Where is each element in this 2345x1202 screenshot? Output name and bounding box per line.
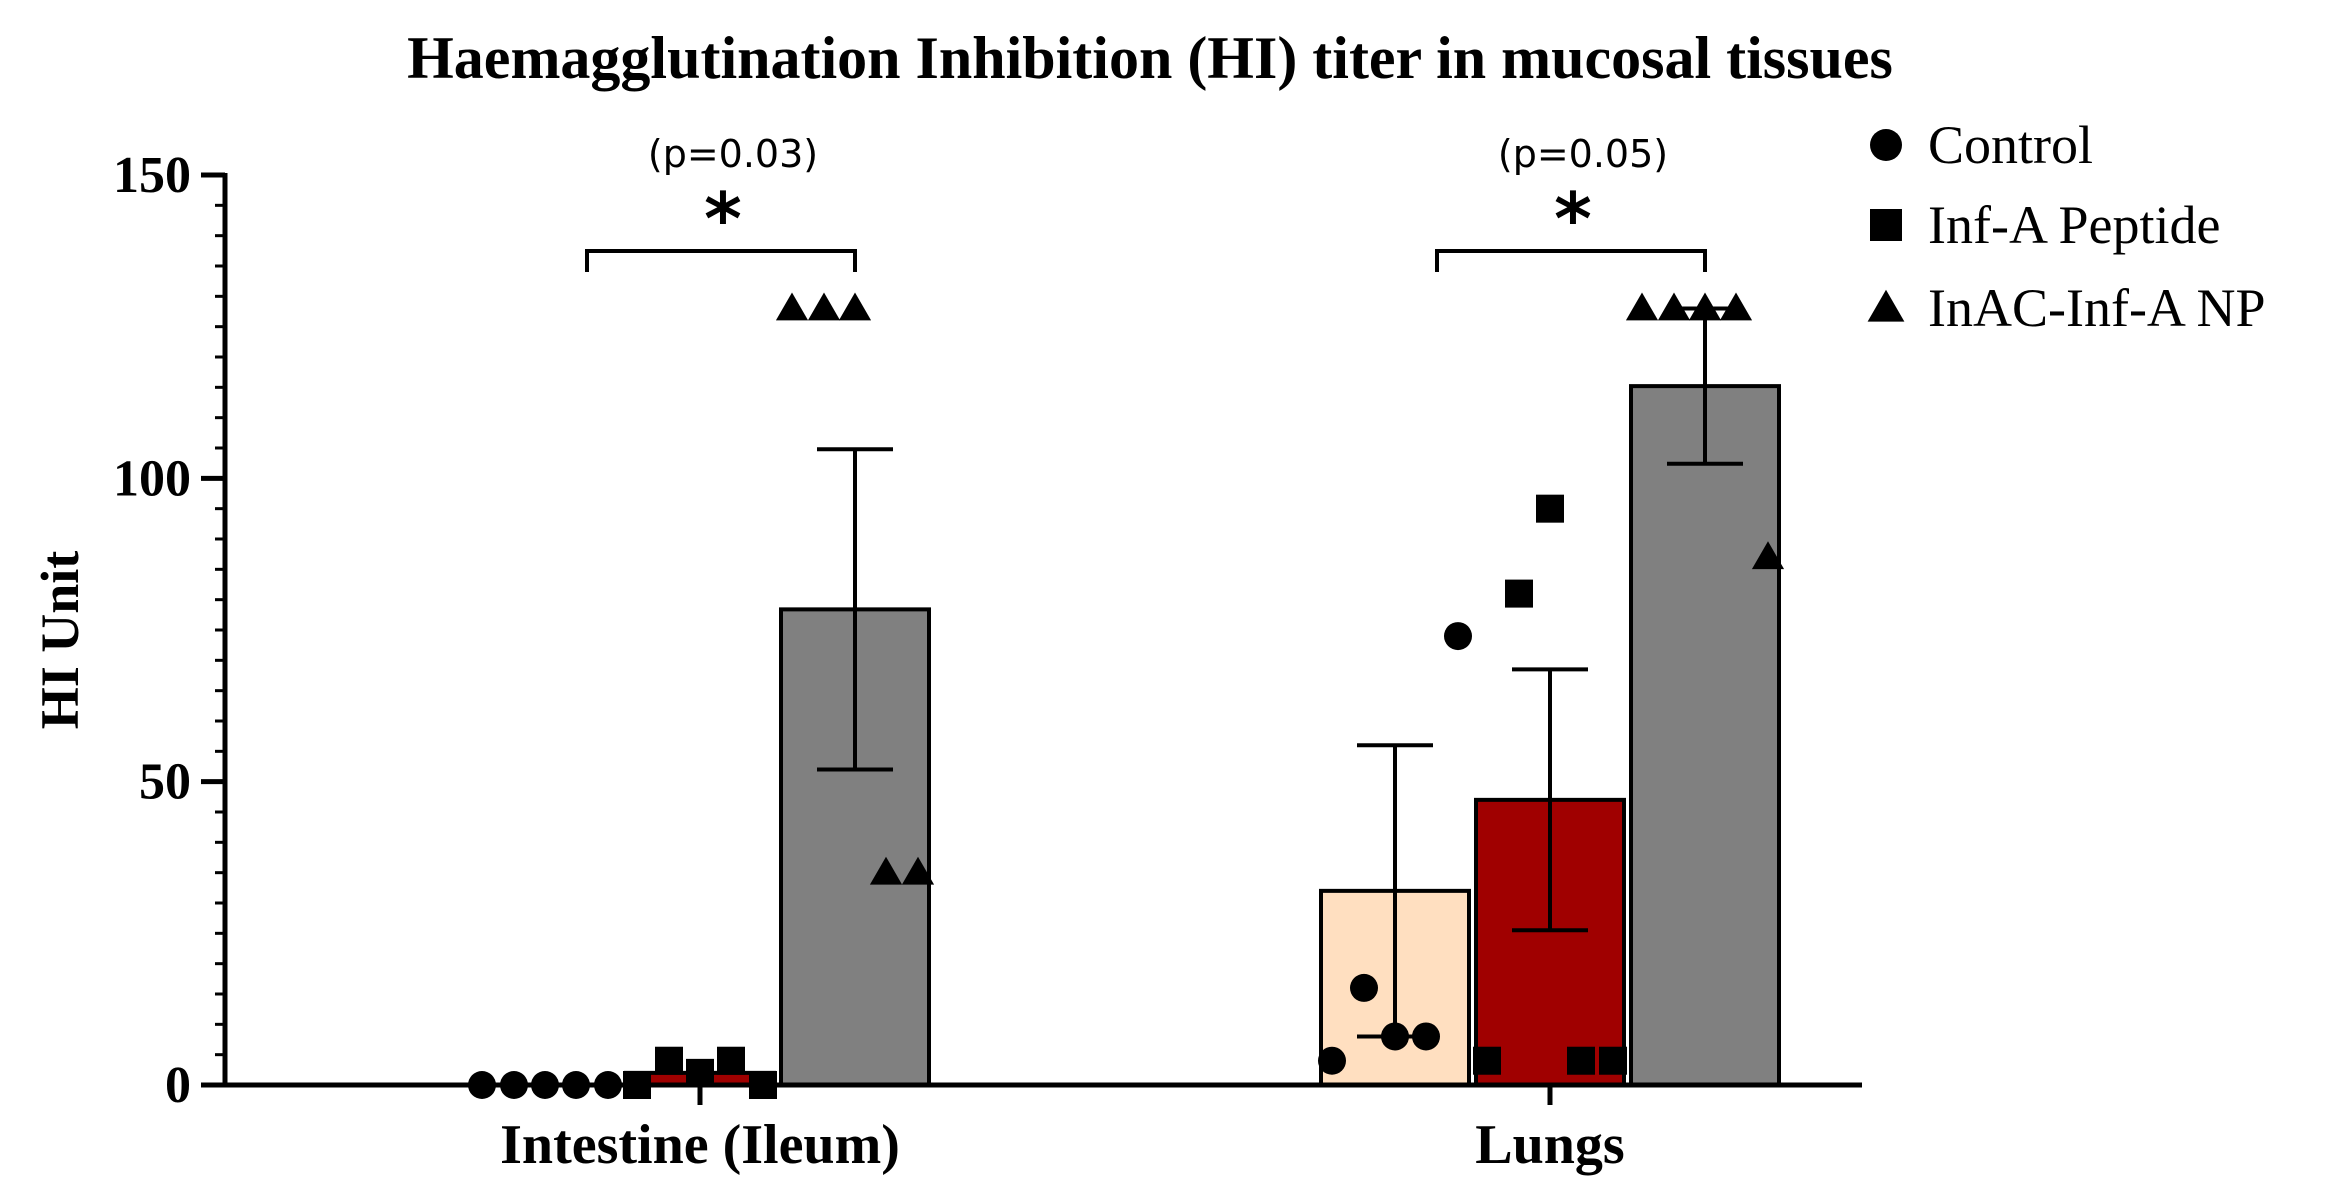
y-tick-label: 150 bbox=[113, 147, 191, 204]
data-point bbox=[1751, 541, 1785, 570]
significance-star: * bbox=[704, 177, 742, 261]
x-category-label: Lungs bbox=[1475, 1114, 1624, 1176]
legend-marker-triangle bbox=[1867, 289, 1905, 322]
data-point bbox=[901, 856, 935, 885]
significance-bracket bbox=[1435, 249, 1707, 272]
legend: Control Inf-A Peptide InAC-Inf-A NP bbox=[1867, 115, 2265, 338]
data-point bbox=[1350, 973, 1378, 1002]
y-axis-label: HI Unit bbox=[30, 551, 90, 730]
legend-entry-label: Inf-A Peptide bbox=[1928, 195, 2220, 255]
data-point bbox=[717, 1046, 745, 1075]
legend-marker-circle bbox=[1870, 129, 1902, 161]
data-point bbox=[655, 1046, 683, 1075]
data-point bbox=[775, 292, 809, 321]
y-tick-label: 100 bbox=[113, 450, 191, 507]
x-category-label: Intestine (Ileum) bbox=[500, 1114, 900, 1176]
significance-star: * bbox=[1554, 177, 1592, 261]
data-point bbox=[1473, 1046, 1501, 1075]
y-tick-label: 0 bbox=[165, 1057, 191, 1114]
significance-annotations: *(p=0.03)*(p=0.05) bbox=[585, 132, 1707, 272]
data-point bbox=[1444, 622, 1472, 651]
bar bbox=[1629, 384, 1781, 1087]
data-point bbox=[807, 292, 841, 321]
error-bars-layer bbox=[817, 306, 1743, 1039]
axes-layer: 0 50 100 150 Intestine (Ileum) Lungs bbox=[113, 147, 1862, 1176]
data-point bbox=[1625, 292, 1659, 321]
data-point bbox=[838, 292, 872, 321]
data-point bbox=[1536, 494, 1564, 523]
significance-bracket bbox=[585, 249, 857, 272]
data-point bbox=[1599, 1046, 1627, 1075]
y-tick-label: 50 bbox=[139, 754, 191, 811]
legend-entry-label: InAC-Inf-A NP bbox=[1928, 278, 2265, 338]
p-value-label: (p=0.03) bbox=[648, 132, 818, 176]
legend-entry-label: Control bbox=[1928, 115, 2093, 175]
p-value-label: (p=0.05) bbox=[1498, 132, 1668, 176]
data-point bbox=[1318, 1046, 1346, 1075]
data-point bbox=[1505, 579, 1533, 608]
data-point bbox=[869, 856, 903, 885]
chart-title: Haemagglutination Inhibition (HI) titer … bbox=[407, 25, 1893, 91]
legend-marker-square bbox=[1870, 209, 1902, 241]
data-point bbox=[1567, 1046, 1595, 1075]
bars-layer bbox=[624, 384, 1781, 1088]
data-point bbox=[686, 1058, 714, 1087]
